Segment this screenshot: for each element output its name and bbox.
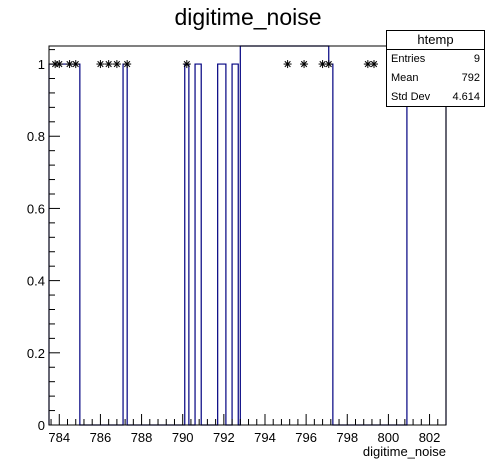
y-tick-label: 0.2 [27,346,45,361]
x-tick-label: 794 [254,430,276,445]
plot-area: 784 786 788 790 792 794 796 798 800 802 0 0.2 0.4 0.6… [27,45,447,459]
y-tick-label: 0.4 [27,274,45,289]
x-axis-label: digitime_noise [363,444,446,459]
stats-label: Std Dev [391,91,431,103]
data-point-marker [71,60,80,69]
y-tick-label: 0.6 [27,201,45,216]
data-point-marker [112,60,121,69]
x-tick-label: 796 [295,430,317,445]
x-tick-label: 800 [378,430,400,445]
stats-value: 4.614 [452,91,480,103]
data-point-marker [283,60,292,69]
stats-label: Entries [391,53,426,65]
data-point-marker [370,60,379,69]
stats-row-entries: Entries 9 [387,50,484,69]
data-point-marker [363,60,372,69]
y-tick-label: 0.8 [27,129,45,144]
data-point-marker [324,60,333,69]
x-tick-label: 784 [48,430,70,445]
x-tick-label: 788 [131,430,153,445]
x-tick-label: 802 [419,430,441,445]
stats-value: 9 [473,53,480,65]
chart-title: digitime_noise [174,4,322,30]
data-point-marker [123,60,132,69]
stats-box-title: htemp [387,31,484,50]
data-point-marker [182,60,191,69]
x-tick-label: 790 [172,430,194,445]
stats-row-mean: Mean 792 [387,69,484,88]
data-point-marker [55,60,64,69]
data-point-marker [300,60,309,69]
stats-box: htemp Entries 9 Mean 792 Std Dev 4.614 [386,30,485,107]
x-tick-label: 798 [336,430,358,445]
x-tick-label: 786 [90,430,112,445]
x-tick-label: 792 [213,430,235,445]
y-tick-label: 1 [38,57,45,72]
stats-label: Mean [391,72,419,84]
data-point-marker [104,60,113,69]
plot-frame [48,45,447,426]
stats-value: 792 [461,72,480,84]
data-point-marker [96,60,105,69]
stats-row-stddev: Std Dev 4.614 [387,88,484,107]
y-tick-label: 0 [38,418,45,433]
